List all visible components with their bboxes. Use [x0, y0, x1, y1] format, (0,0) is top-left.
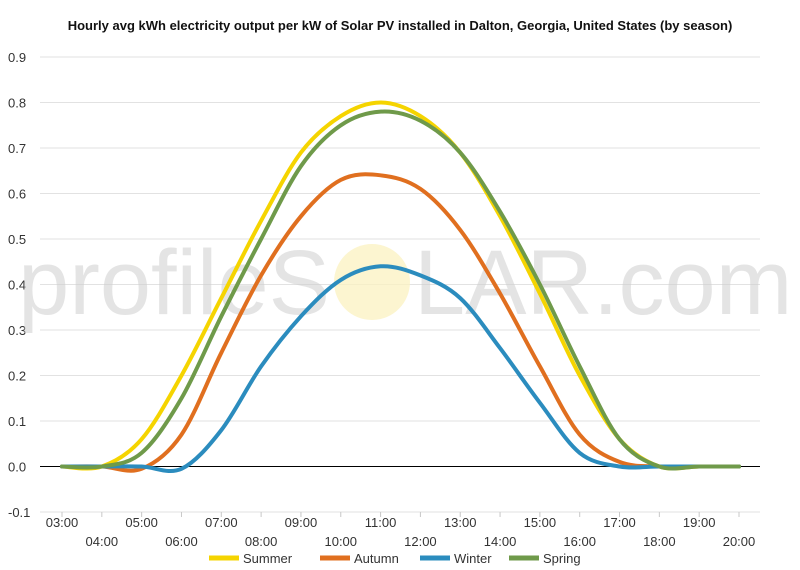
x-tick-label: 08:00 [245, 534, 278, 549]
x-tick-label: 16:00 [563, 534, 596, 549]
x-tick-label: 11:00 [365, 515, 397, 530]
x-tick-label: 07:00 [205, 515, 238, 530]
y-tick-label: -0.1 [8, 505, 30, 520]
legend-label: Winter [454, 551, 492, 566]
y-tick-label: 0.4 [8, 278, 26, 293]
watermark-text-left: profileS [18, 232, 330, 334]
series-line-spring [60, 109, 741, 471]
x-tick-label: 15:00 [524, 515, 557, 530]
x-tick-label: 06:00 [165, 534, 198, 549]
x-tick-label: 18:00 [643, 534, 676, 549]
x-tick-label: 17:00 [603, 515, 636, 530]
y-tick-label: 0.3 [8, 323, 26, 338]
legend-label: Spring [543, 551, 581, 566]
x-tick-label: 03:00 [46, 515, 79, 530]
y-tick-label: 0.6 [8, 187, 26, 202]
legend-label: Autumn [354, 551, 399, 566]
x-tick-label: 13:00 [444, 515, 477, 530]
x-tick-label: 04:00 [86, 534, 119, 549]
y-tick-label: 0.9 [8, 50, 26, 65]
x-tick-label: 19:00 [683, 515, 716, 530]
chart-title: Hourly avg kWh electricity output per kW… [67, 18, 733, 33]
y-tick-label: 0.1 [8, 414, 26, 429]
y-tick-label: 0.2 [8, 369, 26, 384]
x-tick-label: 10:00 [324, 534, 357, 549]
x-tick-label: 12:00 [404, 534, 437, 549]
y-tick-label: 0.7 [8, 141, 26, 156]
y-tick-label: 0.5 [8, 232, 26, 247]
x-tick-label: 14:00 [484, 534, 517, 549]
series-line-winter [60, 264, 741, 474]
watermark-sun-icon [334, 244, 410, 320]
x-tick-label: 05:00 [125, 515, 158, 530]
y-tick-label: 0.8 [8, 96, 26, 111]
series-line-autumn [60, 172, 741, 473]
x-tick-label: 20:00 [723, 534, 756, 549]
y-tick-label: 0.0 [8, 460, 26, 475]
x-tick-label: 09:00 [285, 515, 318, 530]
legend-label: Summer [243, 551, 293, 566]
